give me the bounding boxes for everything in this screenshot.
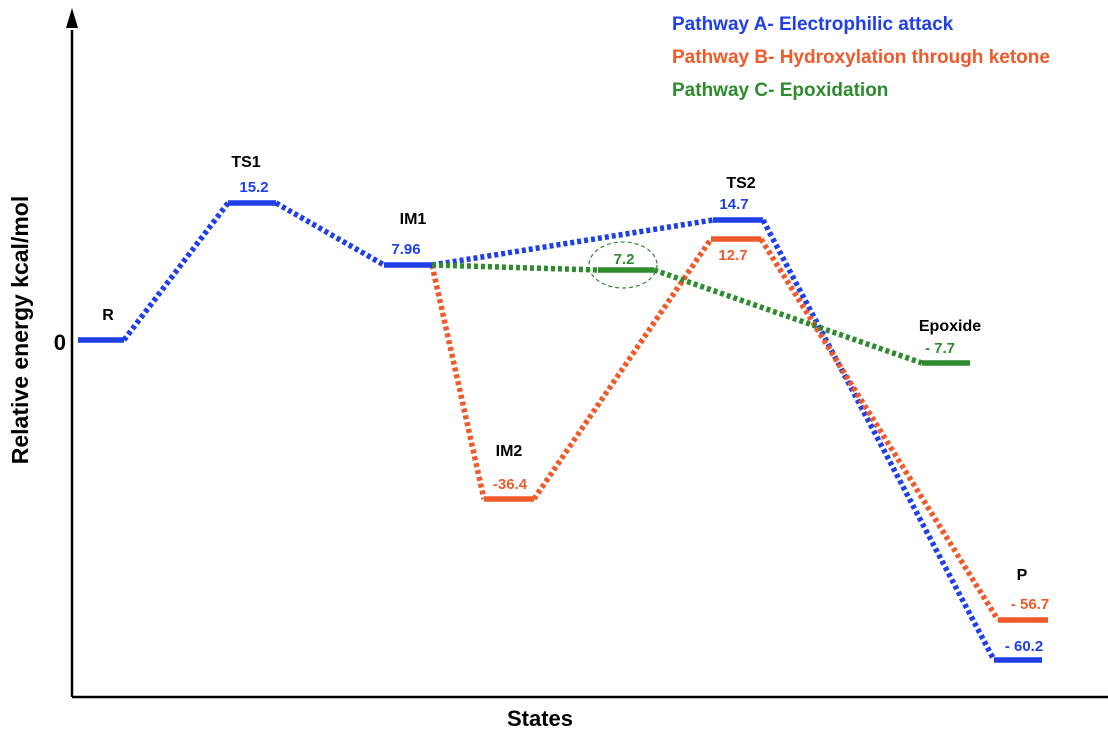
connector-a-r-ts1	[121, 201, 231, 342]
legend-pathway-c: Pathway C- Epoxidation	[672, 80, 888, 101]
y-zero-tick-label: 0	[54, 330, 66, 355]
connector-a-im1-ts2_a	[431, 217, 714, 268]
x-axis-label: States	[507, 706, 573, 730]
energy-label-epoxide: - 7.7	[925, 340, 955, 357]
energy-label-p-b: - 56.7	[1011, 596, 1049, 613]
state-name-im2: IM2	[496, 443, 523, 460]
energy-label-im1: 7.96	[391, 241, 420, 258]
energy-label-ts2-b: 12.7	[718, 247, 747, 264]
energy-label-p-a: - 60.2	[1005, 638, 1043, 655]
level-layer	[78, 200, 1048, 663]
connector-a-ts1-im1	[274, 200, 386, 268]
energy-label-ts1: 15.2	[239, 179, 268, 196]
y-axis-label: Relative energy kcal/mol	[7, 196, 33, 464]
axes: 0 Relative energy kcal/mol States	[7, 8, 1108, 730]
energy-label-c-int: 7.2	[614, 251, 635, 268]
state-name-r: R	[102, 307, 114, 324]
state-name-epoxide: Epoxide	[919, 318, 981, 335]
energy-label-ts2-a: 14.7	[719, 196, 748, 213]
state-name-im1: IM1	[400, 211, 427, 228]
energy-label-im2: -36.4	[493, 476, 528, 493]
connector-b-ts2_b-p_b	[758, 237, 1001, 622]
connector-b-im1-im2	[429, 264, 487, 500]
legend-pathway-a: Pathway A- Electrophilic attack	[672, 14, 954, 35]
highlight-ellipse-c-int	[588, 241, 658, 289]
legend-pathway-b: Pathway B- Hydroxylation through ketone	[672, 47, 1050, 68]
connector-layer	[121, 200, 1001, 662]
connector-a-ts2_a-p_a	[760, 218, 997, 662]
connector-c-im1-c_int	[431, 262, 599, 273]
connector-c-c_int-epoxide	[653, 267, 923, 366]
state-name-ts2-a: TS2	[726, 175, 755, 192]
label-layer: R TS1 15.2 IM1 7.96 IM2 -36.4 7.2 TS2 14.7 12.7 Epo…	[102, 154, 1049, 655]
y-axis-arrow	[66, 8, 78, 28]
state-name-ts1: TS1	[231, 154, 260, 171]
legend: Pathway A- Electrophilic attack Pathway …	[672, 14, 1050, 101]
state-name-p-b: P	[1017, 567, 1028, 584]
